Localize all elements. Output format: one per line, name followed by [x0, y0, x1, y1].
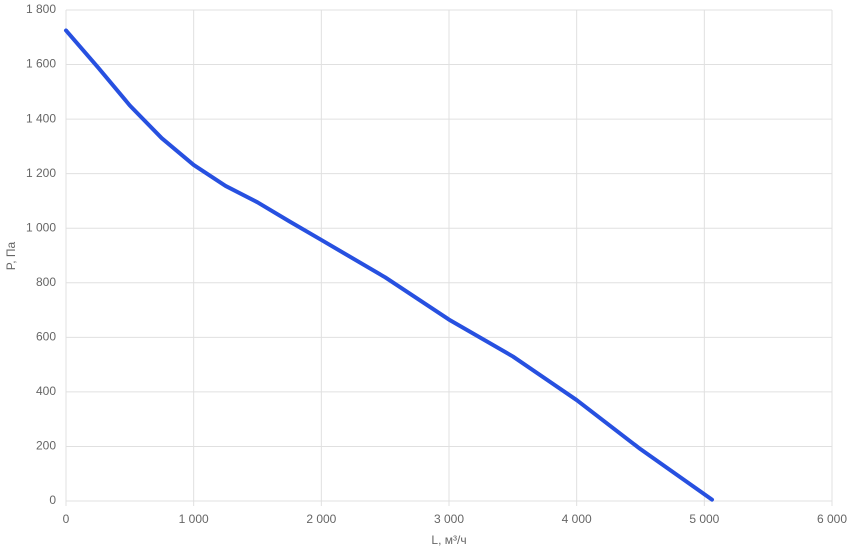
x-tick-label: 3 000 — [434, 512, 464, 526]
y-tick-label: 1 400 — [26, 111, 56, 125]
y-axis-label: P, Па — [4, 241, 18, 270]
x-tick-label: 1 000 — [179, 512, 209, 526]
x-axis-label: L, м³/ч — [431, 533, 466, 547]
y-tick-label: 400 — [36, 384, 56, 398]
y-tick-label: 1 000 — [26, 220, 56, 234]
y-tick-label: 1 800 — [26, 2, 56, 16]
x-tick-label: 5 000 — [689, 512, 719, 526]
y-tick-label: 1 200 — [26, 166, 56, 180]
x-tick-label: 4 000 — [562, 512, 592, 526]
y-tick-label: 600 — [36, 330, 56, 344]
y-tick-label: 1 600 — [26, 57, 56, 71]
y-tick-label: 200 — [36, 439, 56, 453]
y-tick-label: 0 — [49, 493, 56, 507]
y-tick-label: 800 — [36, 275, 56, 289]
data-line — [64, 28, 714, 502]
x-tick-label: 6 000 — [817, 512, 847, 526]
x-tick-label: 2 000 — [306, 512, 336, 526]
x-tick-label: 0 — [63, 512, 70, 526]
